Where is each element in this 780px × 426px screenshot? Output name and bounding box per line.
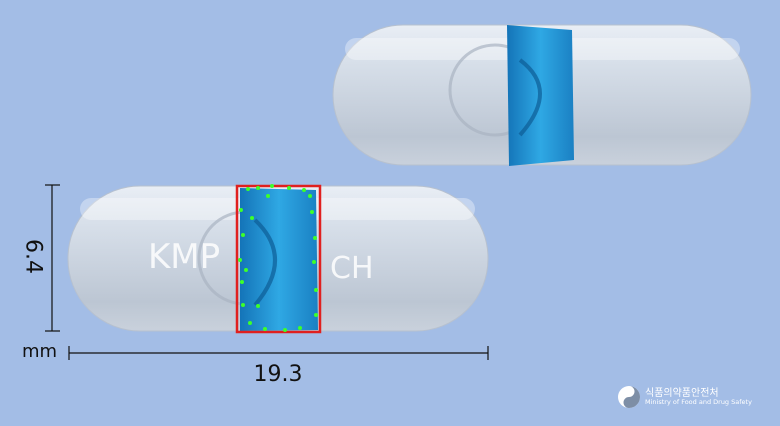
segmentation-markers: [238, 184, 318, 332]
detection-box: [235, 184, 322, 334]
capsule-bottom: KMP CH: [67, 185, 489, 332]
dimension-lines: [45, 184, 489, 360]
mfds-emblem-icon: [618, 386, 640, 408]
mfds-logo: 식품의약품안전처 Ministry of Food and Drug Safet…: [617, 385, 752, 409]
length-measurement: 19.3: [253, 362, 303, 387]
logo-english-text: Ministry of Food and Drug Safety: [645, 397, 752, 406]
logo-korean-text: 식품의약품안전처: [645, 387, 719, 399]
capsule-top: [332, 24, 752, 166]
imprint-left: KMP: [148, 237, 220, 277]
unit-label: mm: [22, 341, 58, 362]
imprint-right: CH: [330, 251, 374, 286]
width-measurement: 6.4: [20, 239, 46, 274]
